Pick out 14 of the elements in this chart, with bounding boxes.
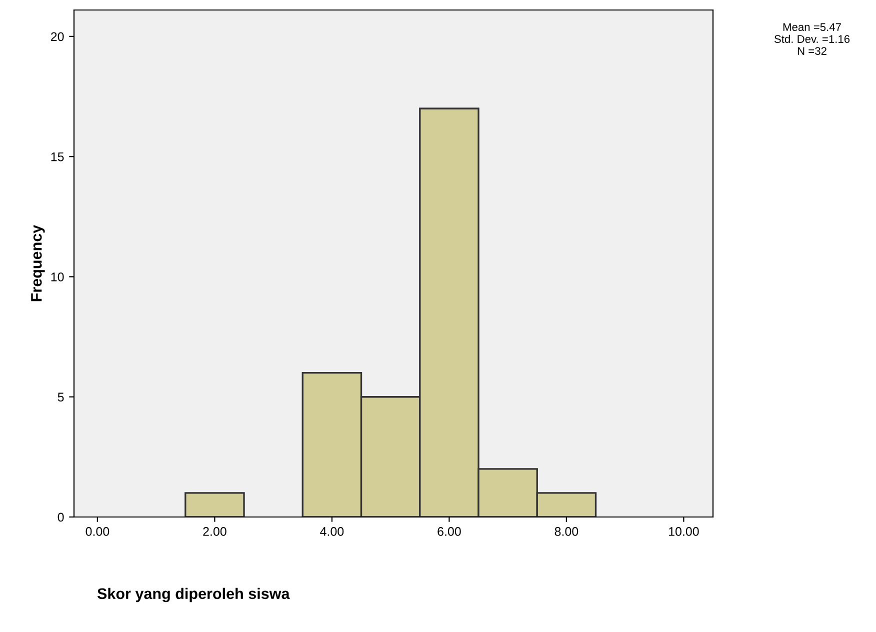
- y-tick-label: 10: [51, 272, 64, 282]
- y-tick-label: 20: [51, 32, 64, 42]
- x-tick-label: 2.00: [203, 527, 226, 536]
- x-tick-label: 4.00: [320, 527, 344, 536]
- x-tick-label: 0.00: [86, 527, 110, 536]
- x-axis-title: Skor yang diperoleh siswa: [97, 588, 290, 602]
- x-tick-label: 6.00: [438, 527, 461, 536]
- y-tick-label: 15: [51, 152, 64, 162]
- y-axis-title: Frequency: [31, 224, 45, 302]
- y-tick-label: 5: [58, 392, 64, 402]
- y-tick-label: 0: [58, 512, 64, 522]
- text: Mean =5.47 Std. Dev. =1.16 N =32: [774, 23, 850, 55]
- x-tick-label: 10.00: [669, 527, 699, 536]
- x-tick-label: 8.00: [554, 527, 578, 536]
